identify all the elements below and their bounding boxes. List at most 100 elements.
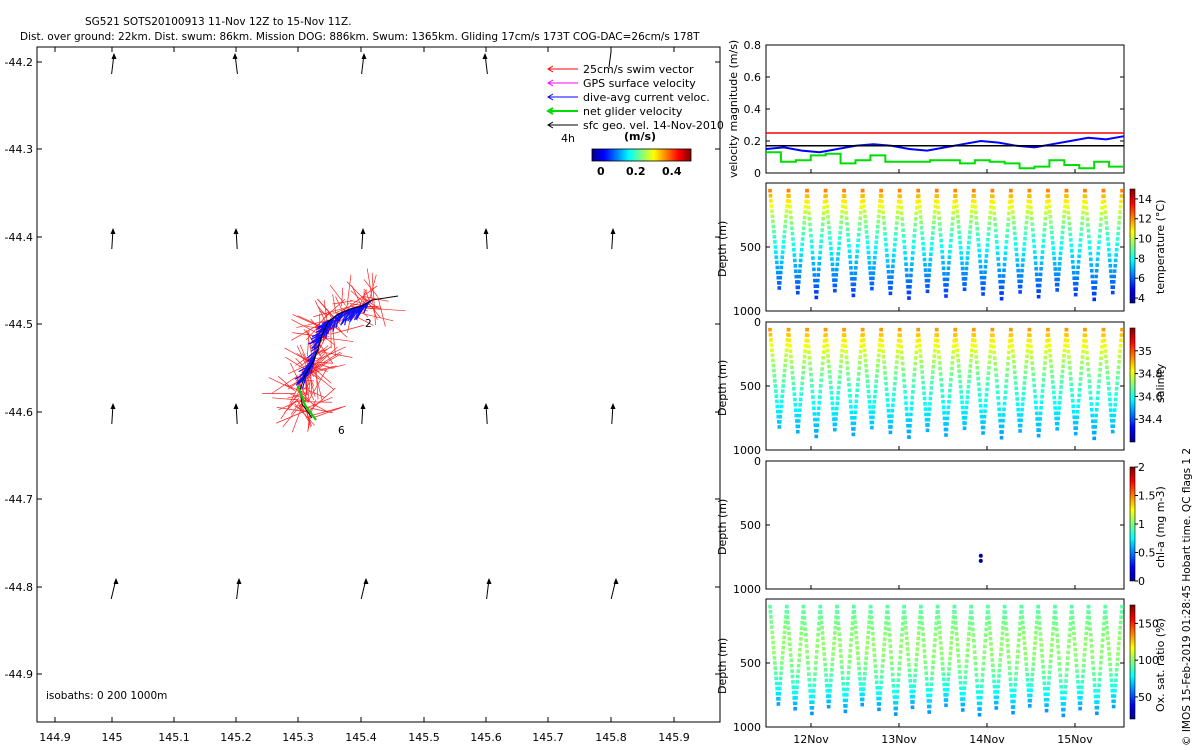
depth-sample [870,420,875,425]
depth-sample [845,227,850,232]
depth-sample [988,631,992,636]
chlorophyll-cbar-label: chl-a (mg m-3) [1154,486,1167,568]
depth-sample [942,687,947,692]
depth-sample [1090,649,1094,654]
depth-sample [938,233,943,237]
depth-sample [844,704,848,708]
depth-sample [956,220,960,224]
depth-sample [1111,424,1116,429]
depth-sample [861,199,866,203]
depth-sample [777,686,782,691]
depth-sample [991,668,995,673]
depth-sample [927,273,931,278]
depth-sample [947,260,951,265]
depth-sample [1057,656,1061,660]
depth-sample [822,657,827,662]
depth-sample [803,204,808,209]
depth-sample [939,646,943,650]
depth-sample [881,349,885,354]
depth-sample [1014,247,1019,252]
depth-sample [1029,688,1033,693]
depth-sample [973,210,978,215]
depth-sample [931,231,935,235]
depth-sample [833,283,838,288]
depth-sample [882,360,886,364]
depth-sample [870,631,875,636]
geo-vector-head [236,578,242,584]
depth-sample [788,653,793,657]
depth-sample [1063,343,1067,348]
depth-sample [946,266,951,271]
depth-sample [815,429,819,433]
depth-sample [985,387,989,392]
depth-sample [1033,636,1038,640]
depth-sample [1049,230,1054,235]
depth-sample [961,702,966,707]
depth-sample [853,625,858,630]
depth-sample [896,199,901,204]
depth-sample [1102,199,1107,204]
depth-sample [854,405,858,409]
map-y-ticks: -44.2-44.3-44.4-44.5-44.6-44.7-44.8-44.9 [5,56,720,681]
depth-sample [811,261,816,266]
depth-sample [957,670,962,674]
depth-sample [1087,234,1091,239]
depth-colorbar [1129,604,1136,720]
depth-sample [835,610,840,614]
depth-sample [1042,233,1046,238]
velocity-ylabel: velocity magnitude (m/s) [727,40,740,178]
depth-sample [1095,257,1100,262]
depth-sample [1037,289,1041,293]
depth-sample [1055,427,1059,431]
depth-y-tick-label: 500 [740,241,761,254]
depth-sample [820,361,825,366]
depth-sample [962,287,967,292]
depth-sample [878,685,883,690]
depth-sample [1069,388,1074,392]
depth-sample [1052,395,1057,400]
depth-sample [866,250,871,255]
swim-vector [332,300,353,305]
legend-item-geo: sfc geo. vel. 14-Nov-2010 [547,119,724,132]
depth-sample [981,431,985,435]
depth-sample [793,701,798,706]
depth-sample [811,395,815,399]
depth-sample [1070,393,1075,398]
depth-sample [847,659,852,664]
depth-sample [871,637,876,641]
depth-sample [812,267,816,272]
depth-sample [989,647,994,652]
velocity-y-tick-label: 0.8 [744,39,762,52]
depth-sample [961,697,966,701]
depth-sample [997,674,1001,678]
depth-sample [867,620,872,624]
depth-sample [772,229,776,234]
depth-sample [957,664,962,669]
depth-sample [845,366,850,371]
depth-sample [803,343,808,348]
depth-sample [849,632,854,637]
depth-sample [891,398,896,402]
depth-sample [1081,669,1085,673]
depth-sample [937,620,941,625]
depth-sample [831,652,835,656]
depth-sample [818,604,823,609]
depth-sample [1014,391,1019,396]
velocity-axes-box [765,44,1125,174]
swim-vector [316,362,333,364]
depth-sample [1097,234,1102,239]
depth-sample [1040,394,1044,399]
depth-sample [1081,344,1086,348]
depth-sample [1043,216,1048,221]
depth-sample [1016,638,1021,642]
depth-sample [1003,257,1007,261]
depth-sample [1048,353,1053,358]
depth-sample [949,377,953,382]
depth-sample [941,399,945,404]
depth-sample [992,679,996,684]
salinity-ylabel: Depth (m) [716,360,729,416]
depth-sample [896,678,901,682]
track-label-start: 2 [365,318,372,330]
depth-sample [914,350,919,355]
depth-sample [1100,644,1104,648]
